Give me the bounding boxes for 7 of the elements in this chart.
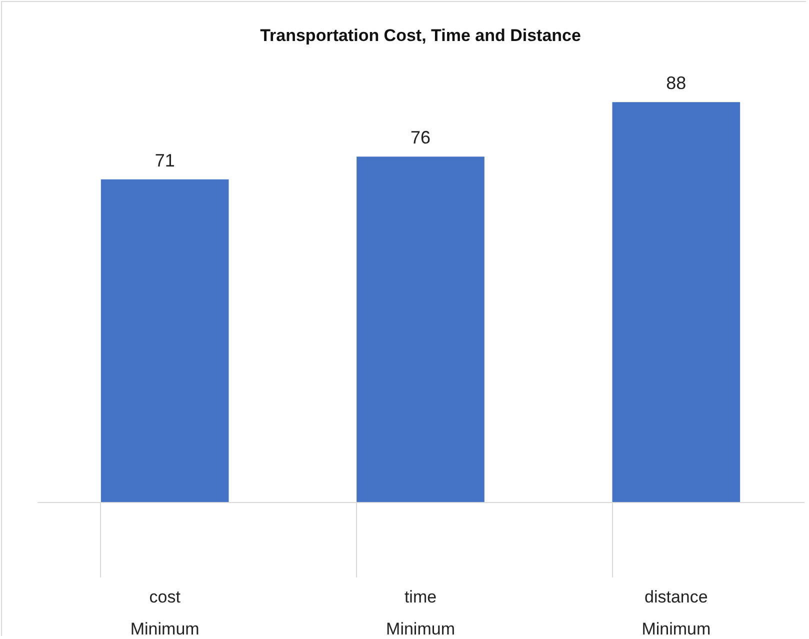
x-tick-label: cost Minimum — [130, 588, 200, 638]
x-tick-label: time Minimum — [386, 588, 455, 638]
data-label: 71 — [154, 150, 175, 170]
data-label: 76 — [410, 128, 431, 148]
x-tick-label: distance Minimum — [642, 588, 711, 638]
data-label: 88 — [666, 73, 686, 94]
chart-title: Transportation Cost, Time and Distance — [260, 26, 581, 46]
